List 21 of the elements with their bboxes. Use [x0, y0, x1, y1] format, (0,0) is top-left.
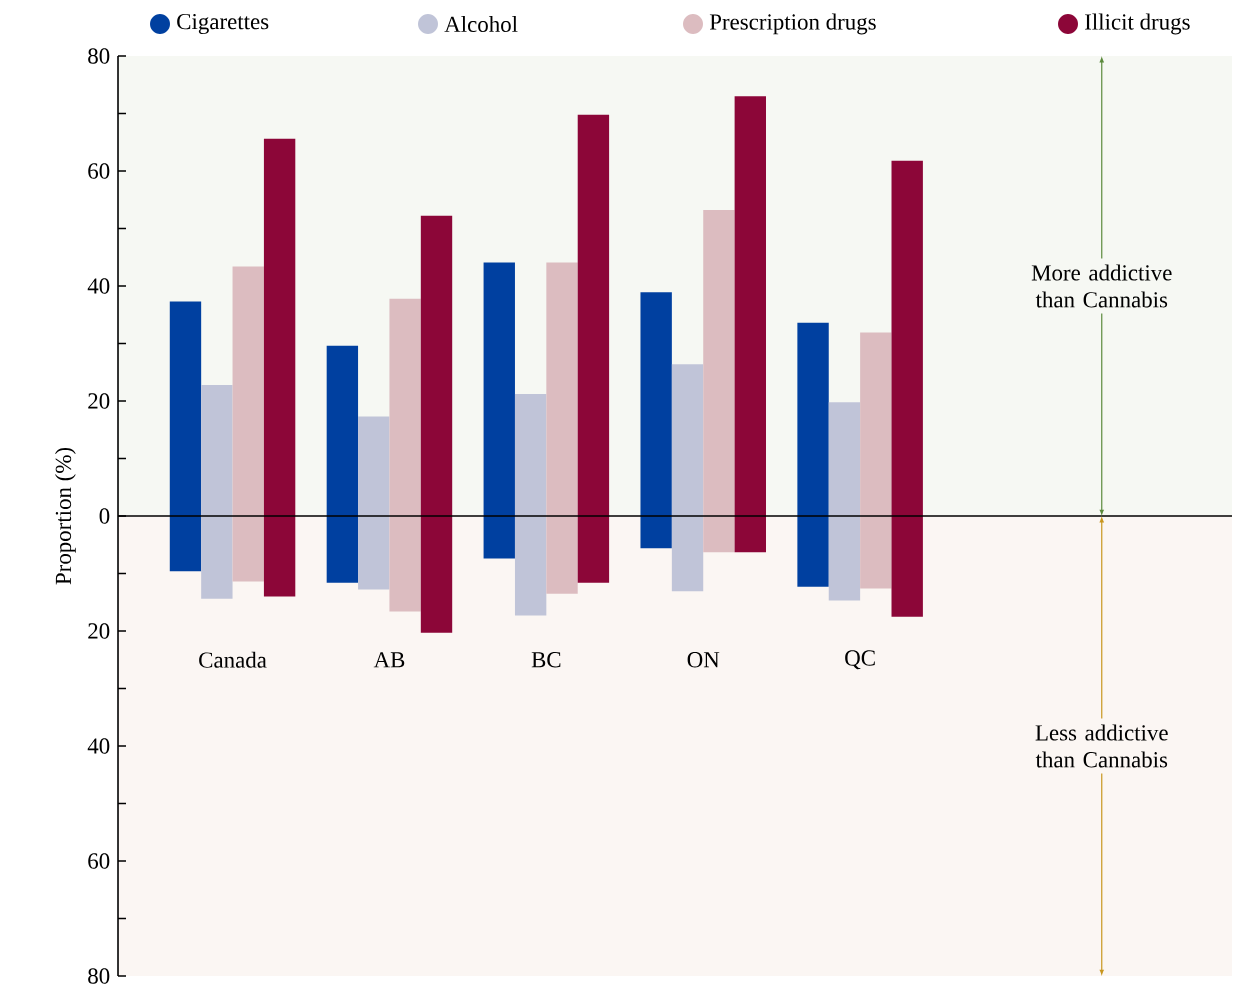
x-tick-label: BC: [531, 651, 561, 668]
band-label: More addictive than Cannabis: [1031, 264, 1172, 308]
legend-label: Illicit drugs: [1085, 13, 1190, 35]
legend-label: Cigarettes: [177, 13, 269, 34]
x-tick-label: Canada: [199, 651, 267, 668]
y-tick-label: 0: [99, 508, 110, 524]
y-tick-label: 60: [88, 853, 110, 869]
y-tick-label: 60: [88, 163, 110, 179]
y-tick-label: 40: [87, 278, 110, 294]
legend-label: Alcohol: [444, 15, 518, 32]
x-tick-label: AB: [373, 651, 405, 668]
x-tick-label: QC: [845, 650, 875, 670]
x-tick-label: ON: [687, 651, 720, 668]
y-tick-label: 20: [88, 623, 110, 639]
legend-label: Prescription drugs: [709, 13, 876, 35]
y-tick-label: 80: [88, 48, 110, 64]
band-label: Less addictive than Cannabis: [1035, 724, 1168, 768]
y-tick-label: 80: [88, 968, 110, 984]
y-axis-title: Proportion (%): [55, 447, 76, 585]
y-tick-label: 40: [87, 738, 110, 754]
y-tick-label: 20: [88, 393, 110, 409]
